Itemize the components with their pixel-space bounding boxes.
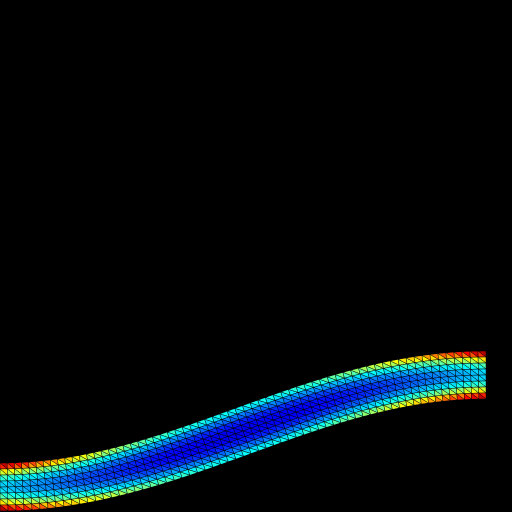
mesh-triangle: [179, 471, 191, 479]
mesh-triangle: [324, 421, 335, 428]
mesh-triangle: [225, 455, 237, 463]
mesh: [0, 350, 487, 512]
mesh-triangle: [294, 431, 305, 438]
mesh-triangle: [202, 463, 214, 471]
mesh-triangle: [117, 489, 129, 497]
mesh-triangle: [471, 392, 480, 400]
mesh-triangle: [86, 496, 97, 503]
mesh-triangle: [420, 397, 430, 405]
mesh-triangle: [398, 401, 408, 409]
mesh-triangle: [278, 436, 290, 444]
mesh-triangle: [442, 394, 451, 402]
mesh-triangle: [218, 458, 230, 465]
mesh-triangle: [233, 453, 245, 460]
mesh-triangle: [125, 487, 137, 495]
mesh-triangle: [361, 410, 372, 417]
mesh-triangle: [383, 404, 394, 412]
mesh-triangle: [31, 503, 41, 511]
mesh-triangle: [210, 461, 222, 468]
mesh-triangle: [412, 398, 423, 406]
mesh-triangle: [15, 504, 25, 511]
mesh-triangle: [94, 494, 105, 502]
mesh-triangle: [316, 423, 328, 431]
mesh-triangle: [141, 483, 152, 490]
mesh-triangle: [346, 414, 357, 421]
mesh-triangle: [368, 408, 379, 415]
mesh-triangle: [375, 406, 386, 414]
mesh-triangle: [148, 481, 160, 488]
mesh-triangle: [301, 428, 313, 436]
mesh-triangle: [463, 393, 473, 400]
mesh-triangle: [449, 394, 459, 401]
mesh-triangle: [353, 412, 364, 419]
mesh-triangle: [187, 469, 199, 476]
mesh-triangle: [156, 478, 168, 486]
mesh-triangle: [62, 500, 73, 507]
mesh-triangle: [256, 444, 268, 452]
mesh-triangle: [0, 504, 9, 512]
mesh-triangle: [286, 433, 298, 441]
mesh-triangle: [263, 442, 275, 449]
mesh-triangle: [478, 392, 487, 400]
mesh-triangle: [338, 416, 350, 424]
mesh-triangle: [309, 426, 320, 433]
mesh-triangle: [102, 493, 113, 500]
mesh-triangle: [23, 503, 33, 511]
mesh-triangle: [456, 393, 466, 401]
mesh-triangle: [248, 447, 260, 454]
mesh-triangle: [164, 476, 176, 484]
mesh-triangle: [241, 450, 252, 457]
mesh-triangle: [109, 491, 121, 498]
mesh-triangle: [55, 501, 65, 508]
mesh-triangle: [47, 502, 57, 509]
mesh-triangle: [78, 497, 89, 505]
mesh-triangle: [427, 396, 437, 404]
mesh-triangle: [390, 403, 401, 410]
mesh-triangle: [7, 504, 17, 512]
mesh-triangle: [331, 418, 342, 426]
mesh-triangle: [405, 400, 415, 407]
mesh-triangle: [70, 498, 81, 506]
mesh-triangle: [271, 439, 283, 446]
mesh-triangle: [195, 466, 207, 473]
mesh-triangle: [172, 474, 183, 481]
mesh-triangle: [434, 395, 444, 403]
mesh-triangle: [133, 485, 144, 493]
mesh-triangle: [39, 502, 49, 510]
